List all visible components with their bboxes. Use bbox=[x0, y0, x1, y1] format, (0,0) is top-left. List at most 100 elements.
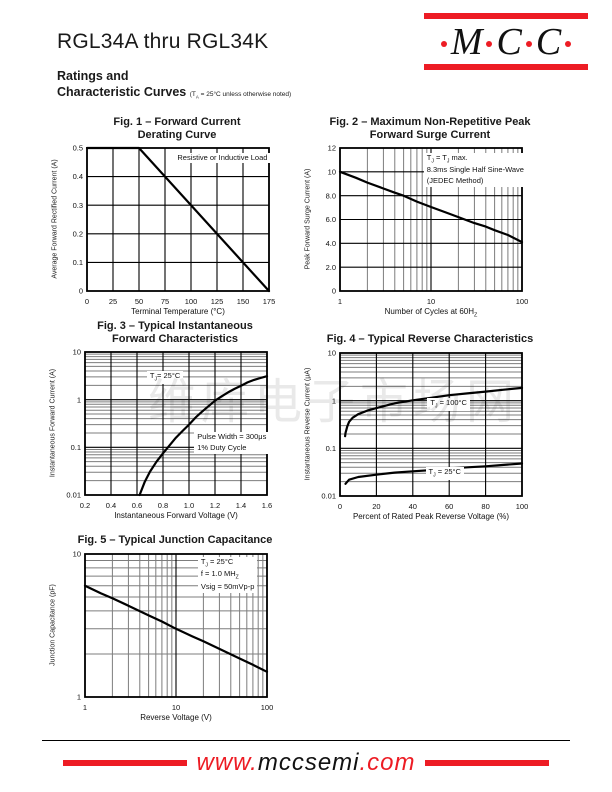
y-tick-label: 6.0 bbox=[326, 215, 336, 224]
x-tick-label: 60 bbox=[445, 502, 453, 511]
figure-1: Fig. 1 – Forward Current Derating Curve Av… bbox=[41, 116, 303, 316]
chart-canvas: Instantaneous Reverse Current (μA) 0 20 40 6… bbox=[294, 348, 534, 511]
x-tick-label: 25 bbox=[109, 297, 117, 306]
x-tick-label: 175 bbox=[263, 297, 276, 306]
x-tick-label: 100 bbox=[185, 297, 198, 306]
x-axis-label: Number of Cycles at 60HZ bbox=[384, 307, 478, 319]
x-tick-label: 1.0 bbox=[184, 501, 194, 510]
x-tick-label: 0.4 bbox=[106, 501, 116, 510]
footer-left-bar bbox=[63, 760, 188, 766]
url-www: www. bbox=[196, 749, 258, 776]
logo-dot bbox=[565, 40, 572, 47]
reverse-current-100c-curve bbox=[343, 386, 524, 437]
x-axis-label: Percent of Rated Peak Reverse Voltage (%… bbox=[352, 511, 510, 521]
logo-bottom-bar bbox=[424, 64, 588, 70]
x-tick-label: 1 bbox=[338, 297, 342, 306]
x-tick-label: 1.2 bbox=[210, 501, 220, 510]
y-tick-label: 8.0 bbox=[326, 192, 336, 201]
y-tick-label: 0 bbox=[332, 287, 336, 296]
x-tick-label: 1.6 bbox=[262, 501, 272, 510]
y-tick-label: 10 bbox=[73, 549, 81, 558]
chart-canvas: Junction Capacitance (pF) 1 10 100 1 10 TJ = 2… bbox=[39, 549, 279, 712]
url-domain: mccsemi bbox=[257, 749, 360, 776]
chart-annotation: TJ = TJ max. 8.3ms Single Half Sine-Wave(… bbox=[423, 152, 527, 188]
logo-dot bbox=[525, 40, 532, 47]
y-tick-label: 0.01 bbox=[321, 491, 336, 500]
x-tick-label: 10 bbox=[172, 703, 180, 712]
surge-current-curve bbox=[338, 170, 524, 244]
chart-canvas: Average Forward Rectified Current (A) 0 25… bbox=[41, 143, 281, 306]
logo-letter: M bbox=[450, 20, 483, 63]
logo-dot bbox=[440, 40, 447, 47]
website-link[interactable]: www.mccsemi.com bbox=[196, 749, 415, 777]
chart-fig1-forward-current-derating: 0 25 50 75 100 125 150 175 0 0.1 0.2 0.3 0.4 0.5 bbox=[73, 144, 276, 306]
y-tick-label: 0.01 bbox=[66, 491, 81, 500]
y-tick-label: 10 bbox=[328, 168, 336, 177]
section-heading: Ratings and Characteristic Curves (TA = … bbox=[57, 68, 291, 101]
x-tick-label: 1.4 bbox=[236, 501, 246, 510]
figure-5: Fig. 5 – Typical Junction Capacitance Jun… bbox=[39, 534, 301, 722]
logo-dot bbox=[486, 40, 493, 47]
x-tick-label: 100 bbox=[261, 703, 274, 712]
y-tick-label: 0.1 bbox=[71, 443, 81, 452]
x-tick-label: 0.6 bbox=[132, 501, 142, 510]
derating-curve bbox=[85, 147, 271, 293]
x-tick-label: 125 bbox=[211, 297, 224, 306]
y-tick-label: 0.1 bbox=[326, 444, 336, 453]
x-tick-label: 0.2 bbox=[80, 501, 90, 510]
y-tick-label: 10 bbox=[73, 348, 81, 357]
chart-annotation: Resistive or Inductive Load bbox=[174, 152, 271, 164]
chart-annotation: TJ= 25°C bbox=[146, 370, 184, 384]
y-tick-label: 0.5 bbox=[73, 144, 83, 153]
x-axis-label: Instantaneous Forward Voltage (V) bbox=[114, 511, 238, 521]
plot-frame bbox=[84, 351, 268, 497]
figure-title: Fig. 4 – Typical Reverse Characteristics bbox=[326, 333, 534, 345]
logo-letter: C bbox=[496, 20, 522, 63]
logo-letter: C bbox=[535, 20, 562, 63]
x-tick-label: 150 bbox=[237, 297, 250, 306]
footer-divider bbox=[42, 740, 570, 741]
x-tick-label: 1 bbox=[83, 703, 87, 712]
x-tick-label: 50 bbox=[135, 297, 143, 306]
url-tld: .com bbox=[359, 749, 416, 776]
chart-fig4-reverse-characteristics: 0 20 40 60 80 100 0.01 0.1 1 10 bbox=[321, 348, 529, 511]
logo-top-bar bbox=[424, 13, 588, 19]
figure-title: Fig. 2 – Maximum Non-Repetitive Peak Forw… bbox=[329, 116, 531, 141]
figure-title: Fig. 3 – Typical Instantaneous Forward Ch… bbox=[97, 320, 253, 345]
x-tick-label: 100 bbox=[516, 502, 529, 511]
x-tick-label: 40 bbox=[409, 502, 417, 511]
x-tick-label: 20 bbox=[372, 502, 380, 511]
y-tick-label: 1 bbox=[77, 396, 81, 405]
y-tick-label: 1 bbox=[332, 396, 336, 405]
forward-characteristics-curve bbox=[138, 375, 269, 497]
x-tick-label: 0.8 bbox=[158, 501, 168, 510]
figure-2: Fig. 2 – Maximum Non-Repetitive Peak Forw… bbox=[294, 116, 556, 319]
section-heading-line1: Ratings and bbox=[57, 69, 129, 83]
section-heading-line2: Characteristic Curves (TA = 25°C unless … bbox=[57, 85, 292, 100]
y-tick-label: 10 bbox=[328, 348, 336, 357]
chart-canvas: Instantaneous Forward Current (A) 0.2 0.4 0… bbox=[39, 347, 279, 510]
x-axis-label: Terminal Temperature (°C) bbox=[131, 307, 225, 317]
reverse-current-25c-curve bbox=[344, 462, 524, 485]
chart-annotation: TJ = 100°C bbox=[427, 398, 470, 412]
x-tick-label: 80 bbox=[481, 502, 489, 511]
plot-frame bbox=[86, 147, 270, 293]
figure-title: Fig. 5 – Typical Junction Capacitance bbox=[77, 534, 273, 546]
chart-fig3-forward-characteristics: 0.2 0.4 0.6 0.8 1.0 1.2 1.4 1.6 0.01 0.1 1 10 bbox=[66, 348, 272, 510]
y-tick-label: 0.1 bbox=[73, 258, 83, 267]
footer-right-bar bbox=[424, 760, 549, 766]
x-tick-label: 10 bbox=[427, 297, 435, 306]
y-tick-label: 1 bbox=[77, 692, 81, 701]
y-tick-label: 2.0 bbox=[326, 263, 336, 272]
x-tick-label: 0 bbox=[85, 297, 89, 306]
page-title: RGL34A thru RGL34K bbox=[57, 30, 269, 53]
chart-annotation: Pulse Width = 300μs 1% Duty Cycle bbox=[194, 432, 270, 455]
figure-3: Fig. 3 – Typical Instantaneous Forward Ch… bbox=[39, 320, 301, 520]
y-tick-label: 0 bbox=[79, 287, 83, 296]
footer: www.mccsemi.com bbox=[0, 749, 612, 777]
chart-canvas: Peak Forward Surge Current (A) 1 10 100 0 2.0… bbox=[294, 143, 534, 306]
chart-annotation: TJ = 25°C bbox=[425, 467, 464, 480]
y-tick-label: 4.0 bbox=[326, 239, 336, 248]
junction-capacitance-curve bbox=[83, 584, 269, 673]
